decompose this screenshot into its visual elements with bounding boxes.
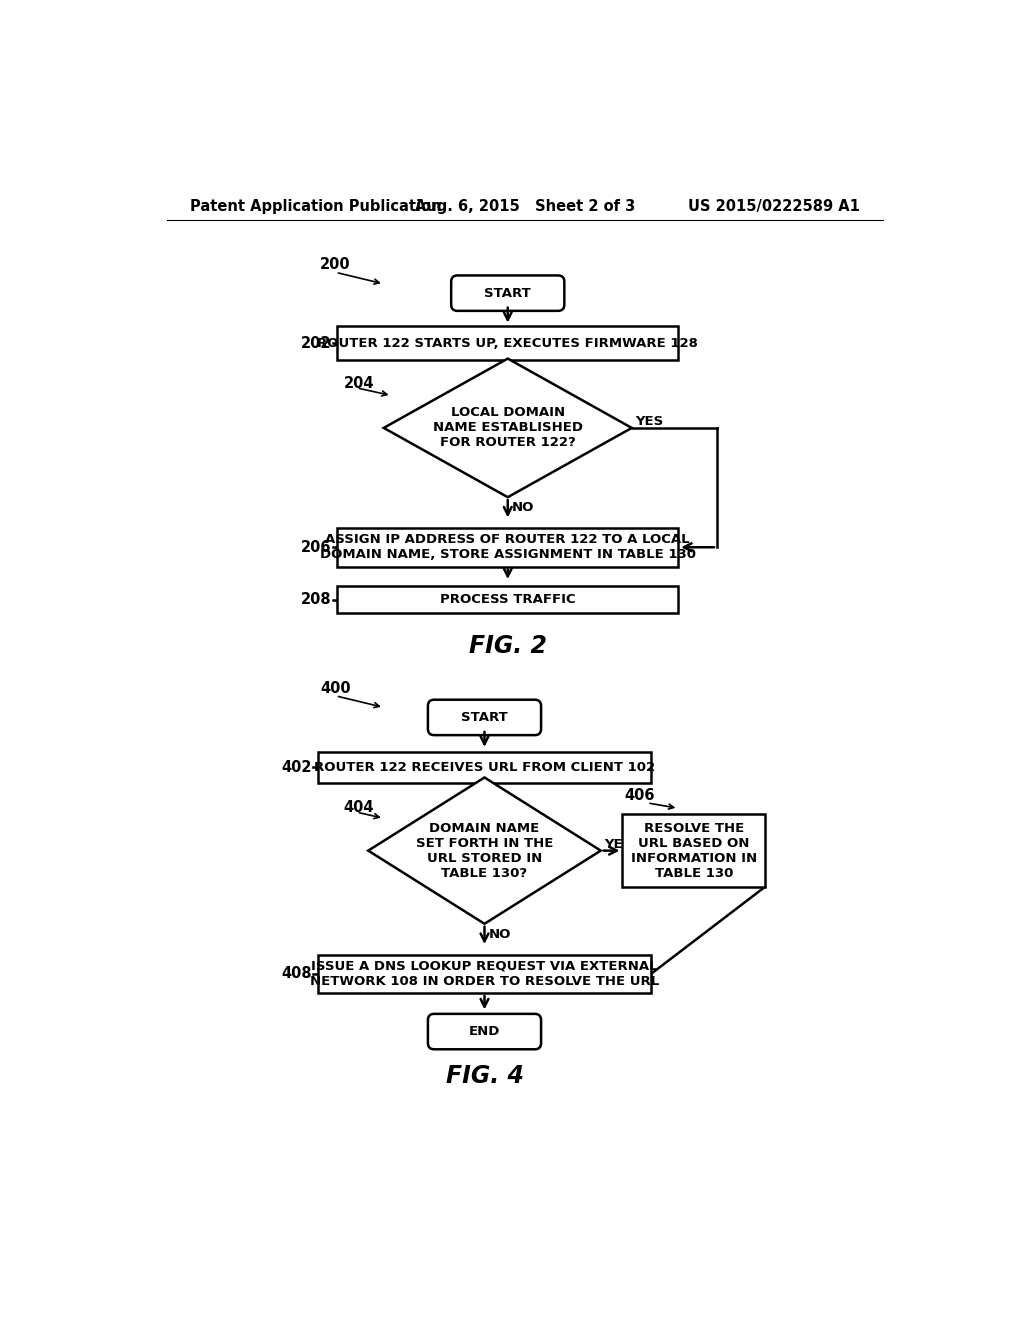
Bar: [337, 528, 678, 566]
Bar: [337, 586, 678, 614]
Text: 202: 202: [301, 335, 331, 351]
Text: FIG. 2: FIG. 2: [469, 634, 547, 657]
Text: 404: 404: [343, 800, 374, 814]
Text: 204: 204: [343, 376, 374, 391]
Polygon shape: [369, 777, 601, 924]
Text: 200: 200: [321, 257, 351, 272]
Text: END: END: [469, 1026, 500, 1038]
Text: DOMAIN NAME
SET FORTH IN THE
URL STORED IN
TABLE 130?: DOMAIN NAME SET FORTH IN THE URL STORED …: [416, 821, 553, 879]
Text: START: START: [461, 711, 508, 723]
Text: 402: 402: [282, 760, 311, 775]
Text: YES: YES: [604, 838, 633, 851]
Text: FIG. 4: FIG. 4: [445, 1064, 523, 1088]
Text: START: START: [484, 286, 531, 300]
Text: NO: NO: [512, 502, 534, 513]
Text: NO: NO: [488, 928, 511, 941]
Text: PROCESS TRAFFIC: PROCESS TRAFFIC: [440, 593, 575, 606]
Bar: [622, 814, 765, 887]
Text: YES: YES: [636, 416, 664, 428]
Text: Aug. 6, 2015   Sheet 2 of 3: Aug. 6, 2015 Sheet 2 of 3: [415, 198, 635, 214]
Text: 206: 206: [301, 540, 331, 554]
Bar: [317, 752, 651, 783]
Text: RESOLVE THE
URL BASED ON
INFORMATION IN
TABLE 130: RESOLVE THE URL BASED ON INFORMATION IN …: [631, 821, 757, 879]
Bar: [317, 954, 651, 993]
Text: 208: 208: [300, 593, 331, 607]
Text: LOCAL DOMAIN
NAME ESTABLISHED
FOR ROUTER 122?: LOCAL DOMAIN NAME ESTABLISHED FOR ROUTER…: [433, 407, 583, 449]
Text: ISSUE A DNS LOOKUP REQUEST VIA EXTERNAL
NETWORK 108 IN ORDER TO RESOLVE THE URL: ISSUE A DNS LOOKUP REQUEST VIA EXTERNAL …: [310, 960, 659, 987]
Text: US 2015/0222589 A1: US 2015/0222589 A1: [688, 198, 859, 214]
FancyBboxPatch shape: [428, 700, 541, 735]
Text: Patent Application Publication: Patent Application Publication: [190, 198, 441, 214]
Text: 406: 406: [624, 788, 654, 803]
Text: 400: 400: [321, 681, 351, 696]
Bar: [337, 326, 678, 360]
Polygon shape: [384, 359, 632, 498]
Text: 408: 408: [281, 966, 311, 981]
FancyBboxPatch shape: [428, 1014, 541, 1049]
FancyBboxPatch shape: [452, 276, 564, 312]
Text: ASSIGN IP ADDRESS OF ROUTER 122 TO A LOCAL
DOMAIN NAME, STORE ASSIGNMENT IN TABL: ASSIGN IP ADDRESS OF ROUTER 122 TO A LOC…: [319, 533, 695, 561]
Text: ROUTER 122 RECEIVES URL FROM CLIENT 102: ROUTER 122 RECEIVES URL FROM CLIENT 102: [314, 760, 655, 774]
Text: ROUTER 122 STARTS UP, EXECUTES FIRMWARE 128: ROUTER 122 STARTS UP, EXECUTES FIRMWARE …: [317, 337, 698, 350]
